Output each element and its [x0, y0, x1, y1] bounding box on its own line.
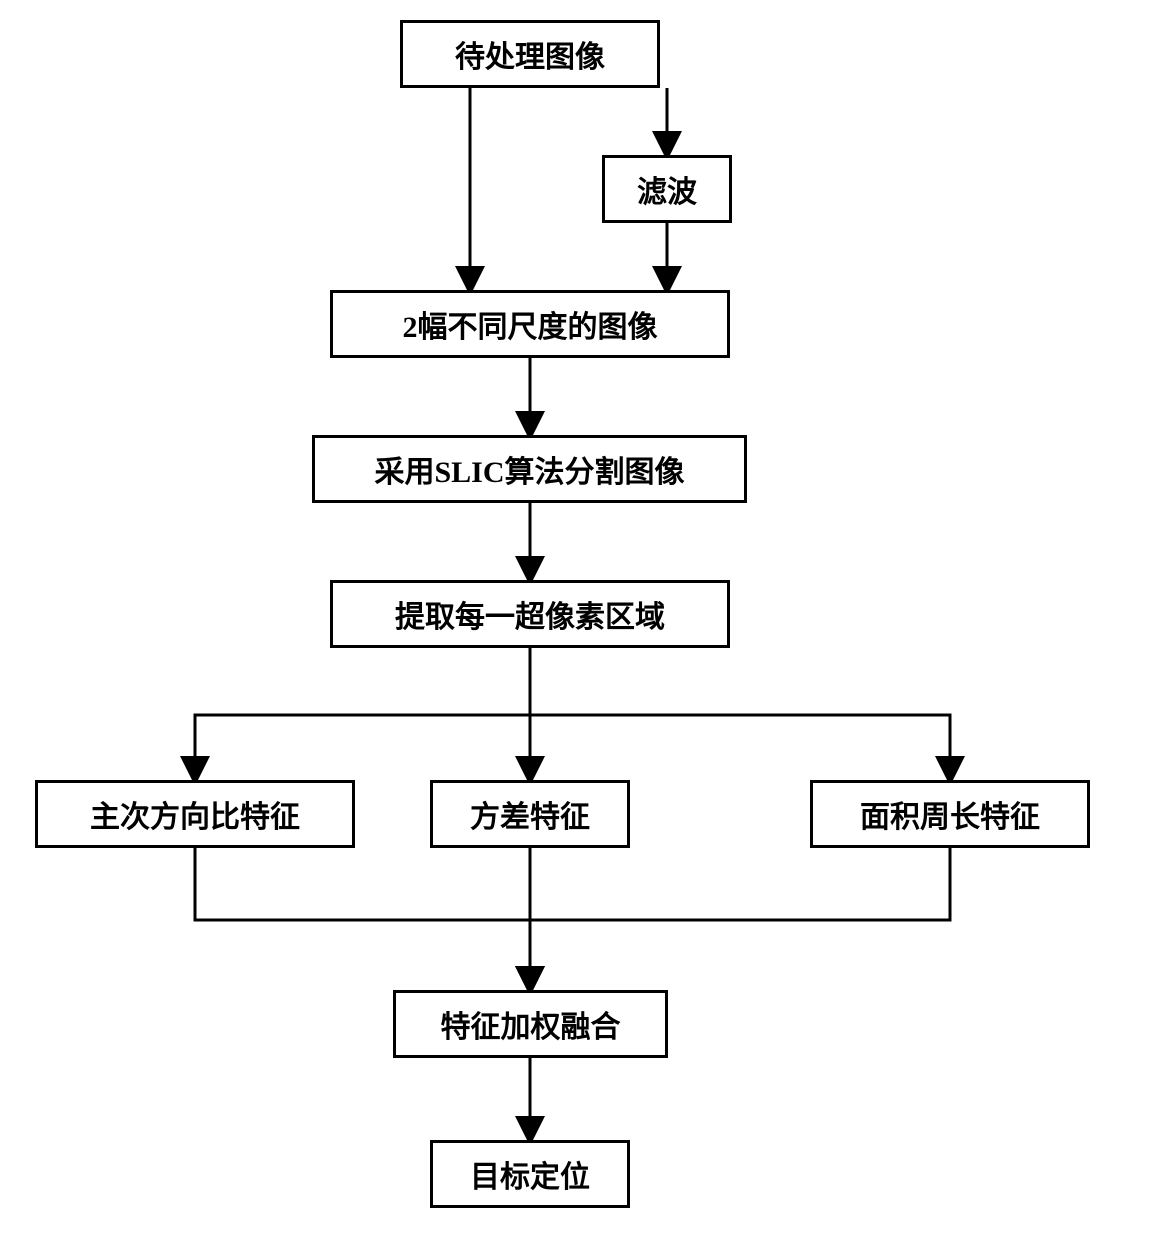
flowchart-node-n1: 待处理图像: [400, 20, 660, 88]
edge-n5-n6: [195, 648, 530, 780]
flowchart-node-n5: 提取每一超像素区域: [330, 580, 730, 648]
flowchart-node-n8: 面积周长特征: [810, 780, 1090, 848]
node-label: 方差特征: [470, 792, 590, 836]
node-label: 滤波: [637, 167, 697, 211]
edge-n8-n9: [530, 848, 950, 990]
edge-n6-n9: [195, 848, 530, 990]
node-label: 面积周长特征: [860, 792, 1040, 836]
flowchart-node-n10: 目标定位: [430, 1140, 630, 1208]
node-label: 主次方向比特征: [90, 792, 300, 836]
flowchart-node-n2: 滤波: [602, 155, 732, 223]
node-label: 特征加权融合: [441, 1002, 621, 1046]
flowchart-node-n3: 2幅不同尺度的图像: [330, 290, 730, 358]
flowchart-node-n9: 特征加权融合: [393, 990, 668, 1058]
flowchart-node-n7: 方差特征: [430, 780, 630, 848]
node-label: 目标定位: [470, 1152, 590, 1196]
node-label: 采用SLIC算法分割图像: [374, 447, 684, 491]
node-label: 提取每一超像素区域: [395, 592, 665, 636]
flowchart-container: 待处理图像滤波 2幅不同尺度的图像采用SLIC算法分割图像提取每一超像素区域主次方…: [0, 0, 1153, 1251]
node-label: 2幅不同尺度的图像: [403, 302, 658, 346]
edge-n5-n8: [530, 648, 950, 780]
flowchart-node-n6: 主次方向比特征: [35, 780, 355, 848]
flowchart-node-n4: 采用SLIC算法分割图像: [312, 435, 747, 503]
node-label: 待处理图像: [455, 32, 605, 76]
